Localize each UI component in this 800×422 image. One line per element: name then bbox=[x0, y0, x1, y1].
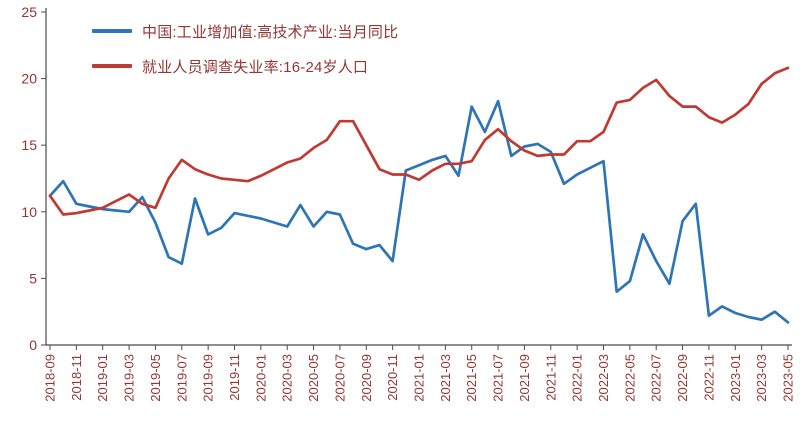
legend-label-youth-unemployment: 就业人员调查失业率:16-24岁人口 bbox=[142, 58, 369, 76]
x-axis-tick-label: 2022-03 bbox=[596, 354, 611, 402]
x-axis-tick-label: 2020-01 bbox=[253, 354, 268, 402]
x-axis-tick-label: 2021-05 bbox=[464, 354, 479, 402]
blue-line-swatch bbox=[92, 29, 132, 33]
x-axis-tick-label: 2022-05 bbox=[622, 354, 637, 402]
x-axis-tick-label: 2022-09 bbox=[675, 354, 690, 402]
x-axis-tick-label: 2020-11 bbox=[385, 354, 400, 401]
y-axis-tick-label: 25 bbox=[21, 4, 37, 20]
x-axis-tick-label: 2019-09 bbox=[201, 354, 216, 402]
y-axis-tick-label: 15 bbox=[21, 137, 37, 153]
x-axis-tick-label: 2021-09 bbox=[517, 354, 532, 402]
x-axis-tick-label: 2018-11 bbox=[69, 354, 84, 401]
x-axis-tick-label: 2019-01 bbox=[95, 354, 110, 402]
x-axis-tick-label: 2022-01 bbox=[570, 354, 585, 402]
x-axis-tick-label: 2021-07 bbox=[491, 354, 506, 402]
legend-label-high-tech-output: 中国:工业增加值:高技术产业:当月同比 bbox=[142, 23, 399, 41]
x-axis-tick-label: 2019-07 bbox=[174, 354, 189, 402]
x-axis-tick-label: 2020-03 bbox=[280, 354, 295, 402]
x-axis-tick-label: 2021-11 bbox=[543, 354, 558, 401]
x-axis-tick-label: 2021-01 bbox=[412, 354, 427, 402]
legend-item-youth-unemployment: 就业人员调查失业率:16-24岁人口 bbox=[92, 55, 398, 77]
red-line-swatch bbox=[92, 64, 132, 68]
legend-item-high-tech-output: 中国:工业增加值:高技术产业:当月同比 bbox=[92, 20, 398, 42]
x-axis-tick-label: 2022-07 bbox=[649, 354, 664, 402]
x-axis-tick-label: 2023-05 bbox=[781, 354, 796, 402]
series-line-1 bbox=[48, 66, 790, 216]
y-axis-tick-label: 0 bbox=[29, 337, 37, 353]
y-axis-tick-label: 20 bbox=[21, 71, 37, 87]
x-axis-tick-label: 2018-09 bbox=[43, 354, 58, 402]
x-axis-tick-label: 2019-11 bbox=[227, 354, 242, 401]
y-axis-tick-label: 5 bbox=[29, 270, 37, 286]
y-axis-tick-label: 10 bbox=[21, 204, 37, 220]
series-line-0 bbox=[48, 99, 790, 324]
x-axis-tick-label: 2023-03 bbox=[754, 354, 769, 402]
x-axis-tick-label: 2020-05 bbox=[306, 354, 321, 402]
legend: 中国:工业增加值:高技术产业:当月同比 就业人员调查失业率:16-24岁人口 bbox=[92, 20, 398, 77]
x-axis-tick-label: 2020-09 bbox=[359, 354, 374, 402]
x-axis-tick-label: 2023-01 bbox=[728, 354, 743, 402]
x-axis-tick-label: 2019-05 bbox=[148, 354, 163, 402]
x-axis-tick-label: 2021-03 bbox=[438, 354, 453, 402]
x-axis-tick-label: 2020-07 bbox=[332, 354, 347, 402]
x-axis-tick-label: 2019-03 bbox=[122, 354, 137, 402]
x-axis-tick-label: 2022-11 bbox=[701, 354, 716, 401]
